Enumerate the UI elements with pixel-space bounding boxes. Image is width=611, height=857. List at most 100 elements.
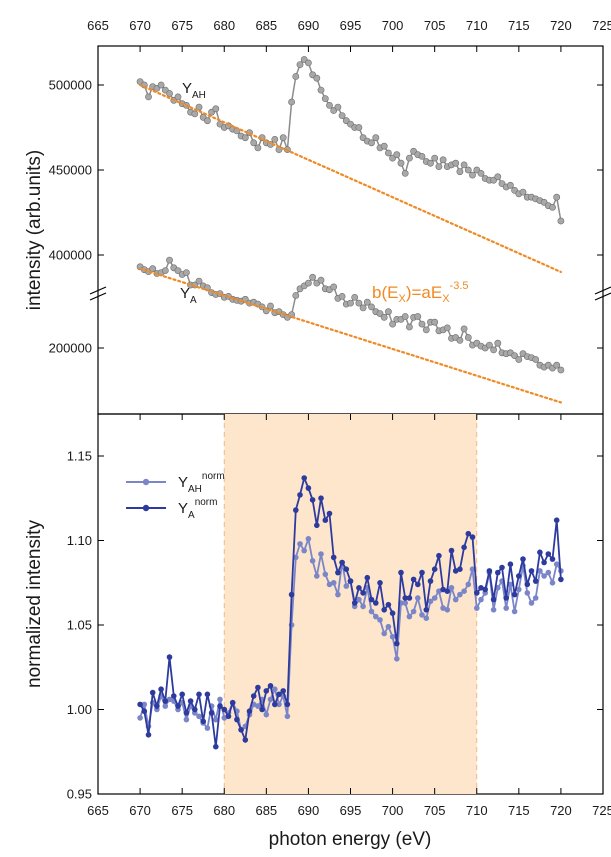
bottom-point-y-a-norm bbox=[457, 566, 463, 572]
top-point-y-ah bbox=[356, 124, 362, 130]
top-point-y-a bbox=[491, 347, 497, 353]
bottom-point-y-ah-norm bbox=[285, 714, 291, 720]
bottom-point-y-a-norm bbox=[499, 565, 505, 571]
bottom-point-y-a-norm bbox=[150, 690, 156, 696]
bottom-point-y-a-norm bbox=[280, 688, 286, 694]
bottom-point-y-a-norm bbox=[331, 555, 337, 561]
bottom-point-y-a-norm bbox=[327, 511, 333, 517]
top-point-y-a bbox=[419, 321, 425, 327]
bottom-point-y-a-norm bbox=[158, 686, 164, 692]
top-point-y-ah bbox=[192, 111, 198, 117]
bottom-point-y-a-norm bbox=[491, 597, 497, 603]
axis-break-marks bbox=[90, 287, 611, 300]
bottom-point-y-ah-norm bbox=[512, 609, 518, 615]
top-point-y-ah bbox=[242, 135, 248, 141]
bottom-point-y-a-norm bbox=[352, 600, 358, 606]
top-point-y-a bbox=[415, 313, 421, 319]
bottom-shaded-region bbox=[224, 414, 477, 794]
bottom-point-y-ah-norm bbox=[217, 697, 223, 703]
top-y-tick-label: 200000 bbox=[49, 341, 92, 356]
legend-label-yah-norm: YAHnorm bbox=[178, 471, 225, 495]
top-point-y-ah bbox=[318, 87, 324, 93]
top-point-y-a bbox=[423, 327, 429, 333]
x-axis-title: photon energy (eV) bbox=[269, 829, 432, 850]
bottom-point-y-a-norm bbox=[449, 548, 455, 554]
top-series-line-b-e-x-ae-x-3-5-fit-y-a bbox=[140, 269, 561, 403]
bottom-point-y-a-norm bbox=[230, 700, 236, 706]
top-point-y-ah bbox=[145, 94, 151, 100]
top-point-y-ah bbox=[166, 90, 172, 96]
bottom-point-y-a-norm bbox=[377, 580, 383, 586]
bottom-point-y-ah-norm bbox=[205, 725, 211, 731]
top-point-y-ah bbox=[478, 170, 484, 176]
bottom-point-y-a-norm bbox=[293, 507, 299, 513]
legend-entry-ya-norm: YAnorm bbox=[126, 497, 217, 521]
top-point-y-ah bbox=[469, 172, 475, 178]
bottom-x-tick-label: 705 bbox=[424, 803, 446, 818]
bottom-point-y-a-norm bbox=[390, 610, 396, 616]
bottom-x-tick-label: 685 bbox=[255, 803, 277, 818]
bottom-point-y-a-norm bbox=[297, 492, 303, 498]
bottom-point-y-ah-norm bbox=[314, 573, 320, 579]
top-point-y-ah bbox=[293, 73, 299, 79]
top-point-y-a bbox=[465, 334, 471, 340]
top-point-y-ah bbox=[402, 170, 408, 176]
bottom-point-y-a-norm bbox=[432, 566, 438, 572]
bottom-point-y-ah-norm bbox=[335, 592, 341, 598]
legend-marker-yah-norm bbox=[143, 479, 149, 485]
bottom-x-tick-label: 715 bbox=[508, 803, 530, 818]
top-point-y-a bbox=[558, 367, 564, 373]
bottom-x-tick-label: 680 bbox=[213, 803, 235, 818]
top-series-line-y-a bbox=[140, 260, 561, 370]
top-point-y-ah bbox=[394, 152, 400, 158]
bottom-point-y-a-norm bbox=[238, 727, 244, 733]
top-point-y-ah bbox=[326, 102, 332, 108]
bottom-point-y-a-norm bbox=[171, 693, 177, 699]
top-point-y-ah bbox=[398, 160, 404, 166]
top-y-tick-label: 400000 bbox=[49, 248, 92, 263]
bottom-point-y-a-norm bbox=[259, 707, 265, 713]
bottom-point-y-a-norm bbox=[381, 607, 387, 613]
top-y-tick-label: 500000 bbox=[49, 78, 92, 93]
bottom-point-y-a-norm bbox=[348, 578, 354, 584]
bottom-point-y-a-norm bbox=[264, 688, 270, 694]
bottom-point-y-a-norm bbox=[482, 587, 488, 593]
bottom-point-y-a-norm bbox=[474, 590, 480, 596]
bottom-point-y-a-norm bbox=[365, 575, 371, 581]
bottom-point-y-a-norm bbox=[356, 585, 362, 591]
bottom-point-y-ah-norm bbox=[377, 617, 383, 623]
bottom-point-y-a-norm bbox=[558, 577, 564, 583]
bottom-point-y-a-norm bbox=[251, 693, 257, 699]
bottom-point-y-a-norm bbox=[407, 595, 413, 601]
top-x-tick-label: 685 bbox=[255, 18, 277, 33]
bottom-x-tick-label: 720 bbox=[550, 803, 572, 818]
top-point-y-ah bbox=[297, 62, 303, 68]
top-point-y-ah bbox=[175, 94, 181, 100]
top-point-y-a bbox=[166, 257, 172, 263]
bottom-x-tick-label: 725 bbox=[592, 803, 611, 818]
top-x-tick-label: 695 bbox=[340, 18, 362, 33]
bottom-x-tick-label: 700 bbox=[382, 803, 404, 818]
bottom-point-y-a-norm bbox=[516, 573, 522, 579]
bottom-point-y-ah-norm bbox=[137, 715, 143, 721]
bottom-point-y-a-norm bbox=[503, 595, 509, 601]
bottom-y-axis-title: normalized intensity bbox=[24, 520, 45, 688]
top-point-y-ah bbox=[339, 113, 345, 119]
bottom-point-y-a-norm bbox=[525, 582, 531, 588]
bottom-point-y-a-norm bbox=[142, 708, 148, 714]
top-point-y-a bbox=[432, 319, 438, 325]
bottom-point-y-ah-norm bbox=[301, 548, 307, 554]
top-point-y-ah bbox=[554, 194, 560, 200]
bottom-point-y-a-norm bbox=[546, 551, 552, 557]
bottom-point-y-ah-norm bbox=[424, 615, 430, 621]
bottom-point-y-a-norm bbox=[247, 708, 253, 714]
bottom-point-y-ah-norm bbox=[491, 607, 497, 613]
top-x-tick-label: 675 bbox=[171, 18, 193, 33]
bottom-point-y-ah-norm bbox=[369, 609, 375, 615]
bottom-y-tick-label: 1.00 bbox=[67, 702, 92, 717]
bottom-point-y-ah-norm bbox=[163, 703, 169, 709]
bottom-point-y-ah-norm bbox=[386, 624, 392, 630]
top-point-y-a bbox=[305, 280, 311, 286]
top-x-tick-label: 665 bbox=[87, 18, 109, 33]
bottom-point-y-ah-norm bbox=[554, 561, 560, 567]
